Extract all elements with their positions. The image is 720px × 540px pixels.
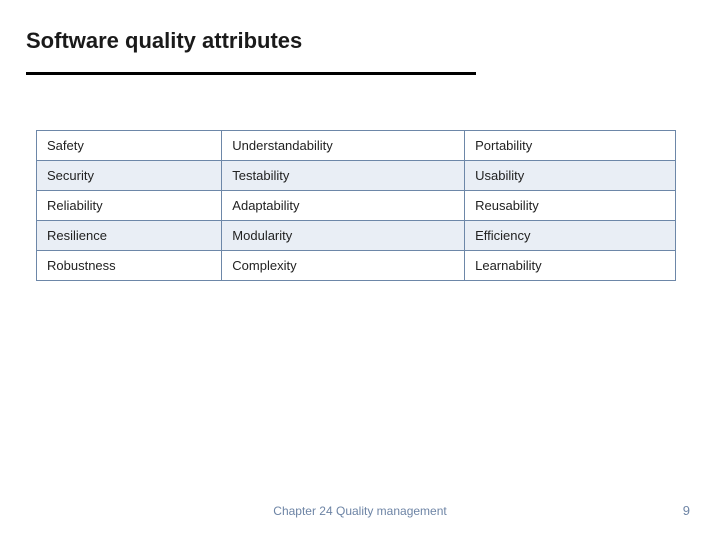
table-cell: Adaptability (222, 191, 465, 221)
table-cell: Safety (37, 131, 222, 161)
table-cell: Robustness (37, 251, 222, 281)
table-row: Robustness Complexity Learnability (37, 251, 676, 281)
footer-page-number: 9 (683, 503, 690, 518)
table-row: Safety Understandability Portability (37, 131, 676, 161)
table-cell: Portability (465, 131, 676, 161)
table-cell: Resilience (37, 221, 222, 251)
slide: Software quality attributes Safety Under… (0, 0, 720, 540)
table-cell: Learnability (465, 251, 676, 281)
table-cell: Usability (465, 161, 676, 191)
title-underline (26, 72, 476, 75)
table-cell: Security (37, 161, 222, 191)
table-cell: Testability (222, 161, 465, 191)
table-cell: Modularity (222, 221, 465, 251)
table-cell: Efficiency (465, 221, 676, 251)
table-row: Reliability Adaptability Reusability (37, 191, 676, 221)
table-row: Security Testability Usability (37, 161, 676, 191)
table-cell: Reusability (465, 191, 676, 221)
page-title: Software quality attributes (26, 28, 688, 54)
footer-chapter: Chapter 24 Quality management (0, 504, 720, 518)
table-cell: Complexity (222, 251, 465, 281)
table-row: Resilience Modularity Efficiency (37, 221, 676, 251)
attributes-table: Safety Understandability Portability Sec… (36, 130, 676, 281)
table-cell: Understandability (222, 131, 465, 161)
table-cell: Reliability (37, 191, 222, 221)
